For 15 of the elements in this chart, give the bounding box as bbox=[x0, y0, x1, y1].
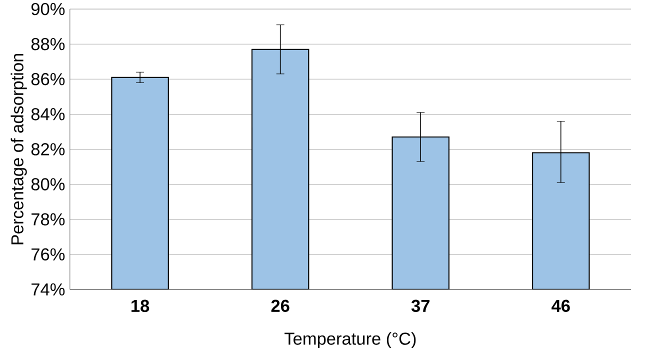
x-axis-title: Temperature (°C) bbox=[284, 332, 416, 348]
y-tick-label: 86% bbox=[31, 73, 65, 86]
y-tick-label: 90% bbox=[31, 2, 65, 16]
x-tick-label: 37 bbox=[411, 300, 430, 312]
y-axis-title: Percentage of adsorption bbox=[10, 54, 27, 244]
x-tick-label: 46 bbox=[552, 300, 570, 312]
x-tick-label: 26 bbox=[271, 300, 290, 312]
y-tick-label: 88% bbox=[31, 38, 65, 50]
y-tick-label: 80% bbox=[31, 178, 65, 190]
y-tick-label: 74% bbox=[32, 283, 65, 296]
y-tick-label: 82% bbox=[31, 143, 65, 156]
y-tick-label: 78% bbox=[32, 213, 65, 226]
x-tick-label: 18 bbox=[132, 300, 150, 312]
y-tick-label: 84% bbox=[31, 108, 65, 120]
y-tick-label: 76% bbox=[32, 248, 65, 260]
